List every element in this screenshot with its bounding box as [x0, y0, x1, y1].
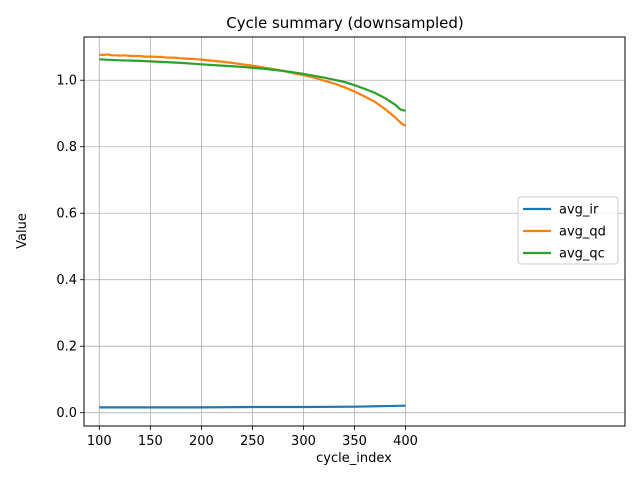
- plot-lines: [99, 53, 407, 409]
- x-tick-label: 200: [189, 434, 214, 449]
- y-tick-label: 0.0: [56, 406, 77, 421]
- grid: [84, 37, 625, 426]
- series-line-avg-qc: [99, 58, 406, 112]
- y-tick-label: 0.6: [56, 207, 77, 222]
- y-axis-label: Value: [15, 213, 30, 249]
- x-tick-label: 300: [291, 434, 316, 449]
- series-line-avg-ir: [99, 404, 406, 409]
- y-tick-label: 1.0: [56, 74, 77, 89]
- x-tick-label: 250: [240, 434, 265, 449]
- x-tick-label: 350: [342, 434, 367, 449]
- series-line-avg-qd: [99, 53, 407, 127]
- x-axis: 100 150 200 250 300 350 400: [87, 426, 418, 449]
- x-tick-label: 100: [87, 434, 112, 449]
- x-tick-label: 150: [138, 434, 163, 449]
- legend-box: [517, 196, 619, 265]
- y-tick-label: 0.2: [56, 340, 77, 355]
- chart-title: Cycle summary (downsampled): [226, 14, 464, 32]
- y-axis: 0.0 0.2 0.4 0.6 0.8 1.0: [56, 74, 84, 421]
- y-tick-label: 0.8: [56, 140, 77, 155]
- x-axis-label: cycle_index: [316, 451, 392, 466]
- legend: avg_ir avg_qd avg_qc: [517, 196, 619, 265]
- legend-label: avg_qc: [559, 247, 605, 262]
- x-tick-label: 400: [393, 434, 418, 449]
- legend-label: avg_qd: [559, 225, 606, 240]
- y-tick-label: 0.4: [56, 273, 77, 288]
- legend-label: avg_ir: [559, 203, 599, 218]
